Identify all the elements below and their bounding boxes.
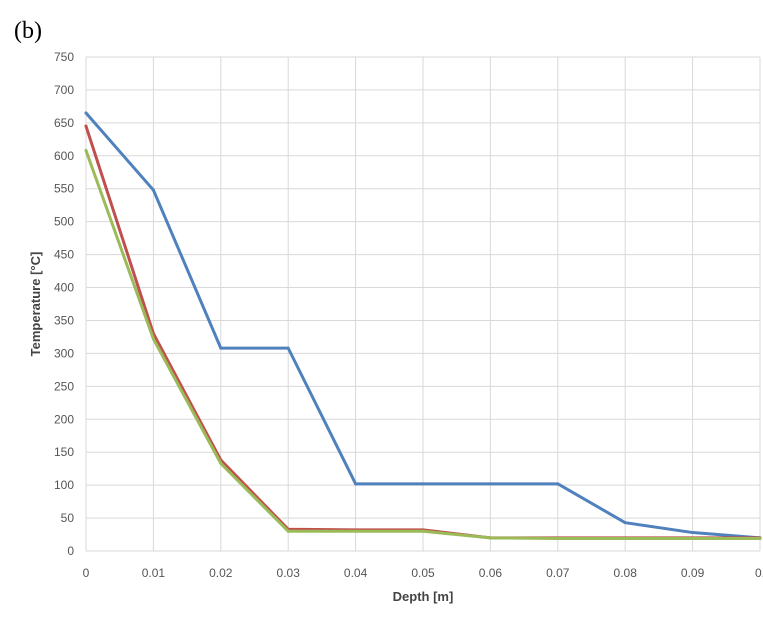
x-axis-label: Depth [m]: [393, 589, 454, 604]
grid: [85, 56, 761, 552]
x-axis-ticks: 0 0.01 0.02 0.03 0.04 0.05 0.06 0.07 0.08 0.09 0.: [83, 566, 763, 580]
data-point: [219, 346, 223, 350]
data-point: [151, 188, 155, 192]
data-point: [488, 482, 492, 486]
y-tick-label: 350: [54, 313, 74, 327]
y-axis-ticks: 0 50 100 150 200 250 300 350 400 450 500 550 600 650 7…: [54, 50, 74, 558]
data-point: [623, 521, 627, 525]
x-tick-label: 0.06: [479, 566, 503, 580]
data-point: [219, 461, 223, 465]
data-point: [84, 149, 88, 153]
x-tick-label: 0.01: [142, 566, 166, 580]
y-axis-label: Temperature [°C]: [28, 252, 43, 357]
y-tick-label: 300: [54, 346, 74, 360]
x-tick-label: 0.05: [411, 566, 435, 580]
data-point: [354, 482, 358, 486]
y-tick-label: 700: [54, 83, 74, 97]
y-tick-label: 600: [54, 149, 74, 163]
x-tick-label: 0.09: [681, 566, 705, 580]
data-point: [556, 482, 560, 486]
data-point: [623, 536, 627, 540]
data-point: [556, 536, 560, 540]
y-tick-label: 400: [54, 281, 74, 295]
y-tick-label: 250: [54, 379, 74, 393]
x-tick-label: 0.07: [546, 566, 570, 580]
data-point: [354, 529, 358, 533]
data-point: [286, 529, 290, 533]
data-point: [488, 536, 492, 540]
y-tick-label: 500: [54, 215, 74, 229]
series-lines: [84, 111, 762, 540]
x-tick-label: 0: [83, 566, 90, 580]
data-point: [691, 536, 695, 540]
y-tick-label: 550: [54, 182, 74, 196]
y-tick-label: 50: [61, 511, 75, 525]
data-point: [84, 111, 88, 115]
y-tick-label: 750: [54, 50, 74, 64]
x-tick-label: 0.04: [344, 566, 368, 580]
x-tick-label: 0.: [755, 566, 763, 580]
y-tick-label: 150: [54, 445, 74, 459]
data-point: [421, 482, 425, 486]
data-point: [421, 529, 425, 533]
y-tick-label: 200: [54, 412, 74, 426]
x-tick-label: 0.02: [209, 566, 233, 580]
panel-label: (b): [14, 18, 42, 44]
y-tick-label: 0: [67, 544, 74, 558]
x-tick-label: 0.08: [614, 566, 638, 580]
data-point: [758, 536, 762, 540]
data-point: [286, 346, 290, 350]
data-point: [691, 531, 695, 535]
data-point: [151, 337, 155, 341]
y-tick-label: 100: [54, 478, 74, 492]
x-tick-label: 0.03: [277, 566, 301, 580]
data-point: [84, 124, 88, 128]
y-tick-label: 450: [54, 248, 74, 262]
y-tick-label: 650: [54, 116, 74, 130]
